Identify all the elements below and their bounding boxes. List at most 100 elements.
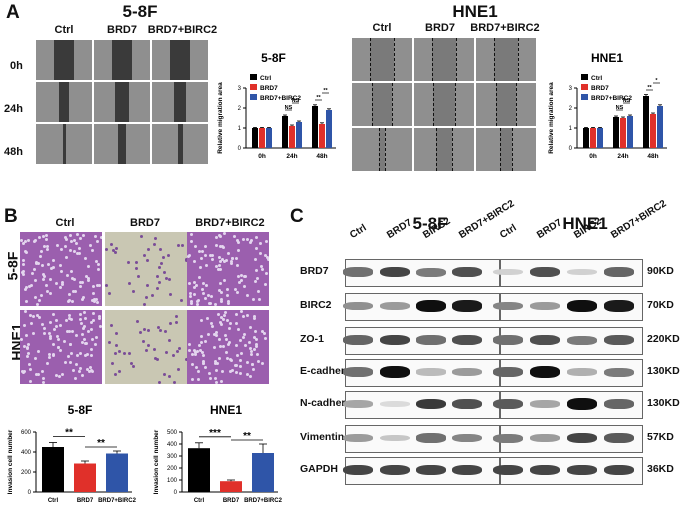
cell-dot <box>214 359 218 363</box>
cell-dot <box>25 285 29 289</box>
x-tick-label: BRD7+BIRC2 <box>244 498 283 504</box>
scratch-image <box>36 124 92 164</box>
blot-strip <box>493 359 643 387</box>
scratch-image <box>352 83 412 126</box>
scratch-gap <box>62 124 66 164</box>
cell-dot <box>43 274 47 278</box>
cell-dot <box>38 255 42 258</box>
cell-dot <box>192 260 196 264</box>
scratch-image <box>152 124 208 164</box>
cell-dot <box>22 273 26 277</box>
cell-dot <box>61 373 65 377</box>
cell-dot <box>90 327 94 331</box>
cell-dot <box>36 262 40 266</box>
cell-dot <box>55 324 59 328</box>
cell-dot <box>237 328 241 332</box>
x-tick-label: Ctrl <box>48 498 59 504</box>
scratch-gap <box>372 83 392 126</box>
bar <box>74 463 96 492</box>
sig-label: ** <box>316 95 321 101</box>
cell-dot <box>145 258 149 262</box>
cell-dot <box>89 243 93 247</box>
blot-band <box>604 399 634 409</box>
blot-band <box>493 335 523 345</box>
cell-dot <box>55 374 59 378</box>
cell-dot <box>215 334 219 338</box>
cell-dot <box>83 353 87 357</box>
cell-dot <box>218 264 222 268</box>
cell-dot <box>194 366 198 370</box>
cell-dot <box>59 285 63 289</box>
scratch-edge <box>372 83 373 126</box>
blot-band <box>380 366 410 378</box>
cell-dot <box>203 339 207 343</box>
cell-dot <box>226 293 230 297</box>
bar <box>252 128 258 148</box>
blot-band <box>416 464 446 476</box>
cell-dot <box>107 341 111 345</box>
cell-dot <box>200 256 204 260</box>
cell-dot <box>92 291 96 295</box>
cell-dot <box>160 262 164 266</box>
cell-dot <box>52 312 56 316</box>
cell-dot <box>234 364 238 368</box>
cell-dot <box>113 373 117 377</box>
scratch-edge <box>432 38 433 81</box>
cell-dot <box>224 333 228 337</box>
x-tick-label: Ctrl <box>194 498 205 504</box>
cell-dot <box>251 298 255 302</box>
scratch-col-brd7-birc2: BRD7+BIRC2 <box>147 24 218 36</box>
cell-dot <box>242 314 246 318</box>
molecular-weight-label: 90KD <box>647 265 674 277</box>
cell-dot <box>239 359 243 363</box>
cell-dot <box>89 368 93 372</box>
cell-dot <box>42 277 46 281</box>
cell-dot <box>136 274 140 278</box>
cell-dot <box>212 346 216 350</box>
cell-dot <box>202 292 206 296</box>
cell-dot <box>235 256 239 260</box>
cell-dot <box>226 299 230 303</box>
blot-strip <box>343 259 500 287</box>
cell-dot <box>168 338 172 342</box>
cell-dot <box>94 297 98 301</box>
cell-dot <box>242 333 246 337</box>
cell-dot <box>157 381 161 384</box>
transwell-image <box>105 310 187 384</box>
scratch-gap <box>118 124 126 164</box>
bar <box>312 106 318 148</box>
cell-dot <box>248 374 252 378</box>
x-tick-label: BRD7+BIRC2 <box>98 498 137 504</box>
cell-dot <box>22 370 26 374</box>
cell-dot <box>177 243 181 247</box>
cell-dot <box>30 271 34 275</box>
cell-dot <box>67 330 71 333</box>
cell-dot <box>251 362 255 366</box>
cell-dot <box>248 326 252 330</box>
blot-band <box>343 335 373 345</box>
cell-dot <box>78 351 82 355</box>
blot-band <box>452 266 482 278</box>
scratch-gap <box>496 83 516 126</box>
cell-dot <box>211 253 215 257</box>
cell-dot <box>41 234 45 238</box>
scratch-gap <box>174 82 186 122</box>
cell-dot <box>216 313 220 317</box>
cell-dot <box>26 343 30 347</box>
cell-dot <box>213 362 217 366</box>
transwell-image <box>20 232 102 306</box>
cell-dot <box>87 329 90 333</box>
cell-dot <box>167 254 171 258</box>
cell-dot <box>210 295 214 299</box>
cell-dot <box>163 271 167 275</box>
protein-label: Vimentin <box>300 431 345 443</box>
cell-dot <box>36 349 40 353</box>
x-tick-label: 24h <box>286 153 297 160</box>
cell-dot <box>230 368 234 372</box>
cell-dot <box>214 330 218 334</box>
transwell-image <box>20 310 102 384</box>
cell-dot <box>81 374 85 378</box>
cell-dot <box>35 372 39 376</box>
protein-label: BIRC2 <box>300 299 332 311</box>
scratch-edge <box>452 128 453 171</box>
